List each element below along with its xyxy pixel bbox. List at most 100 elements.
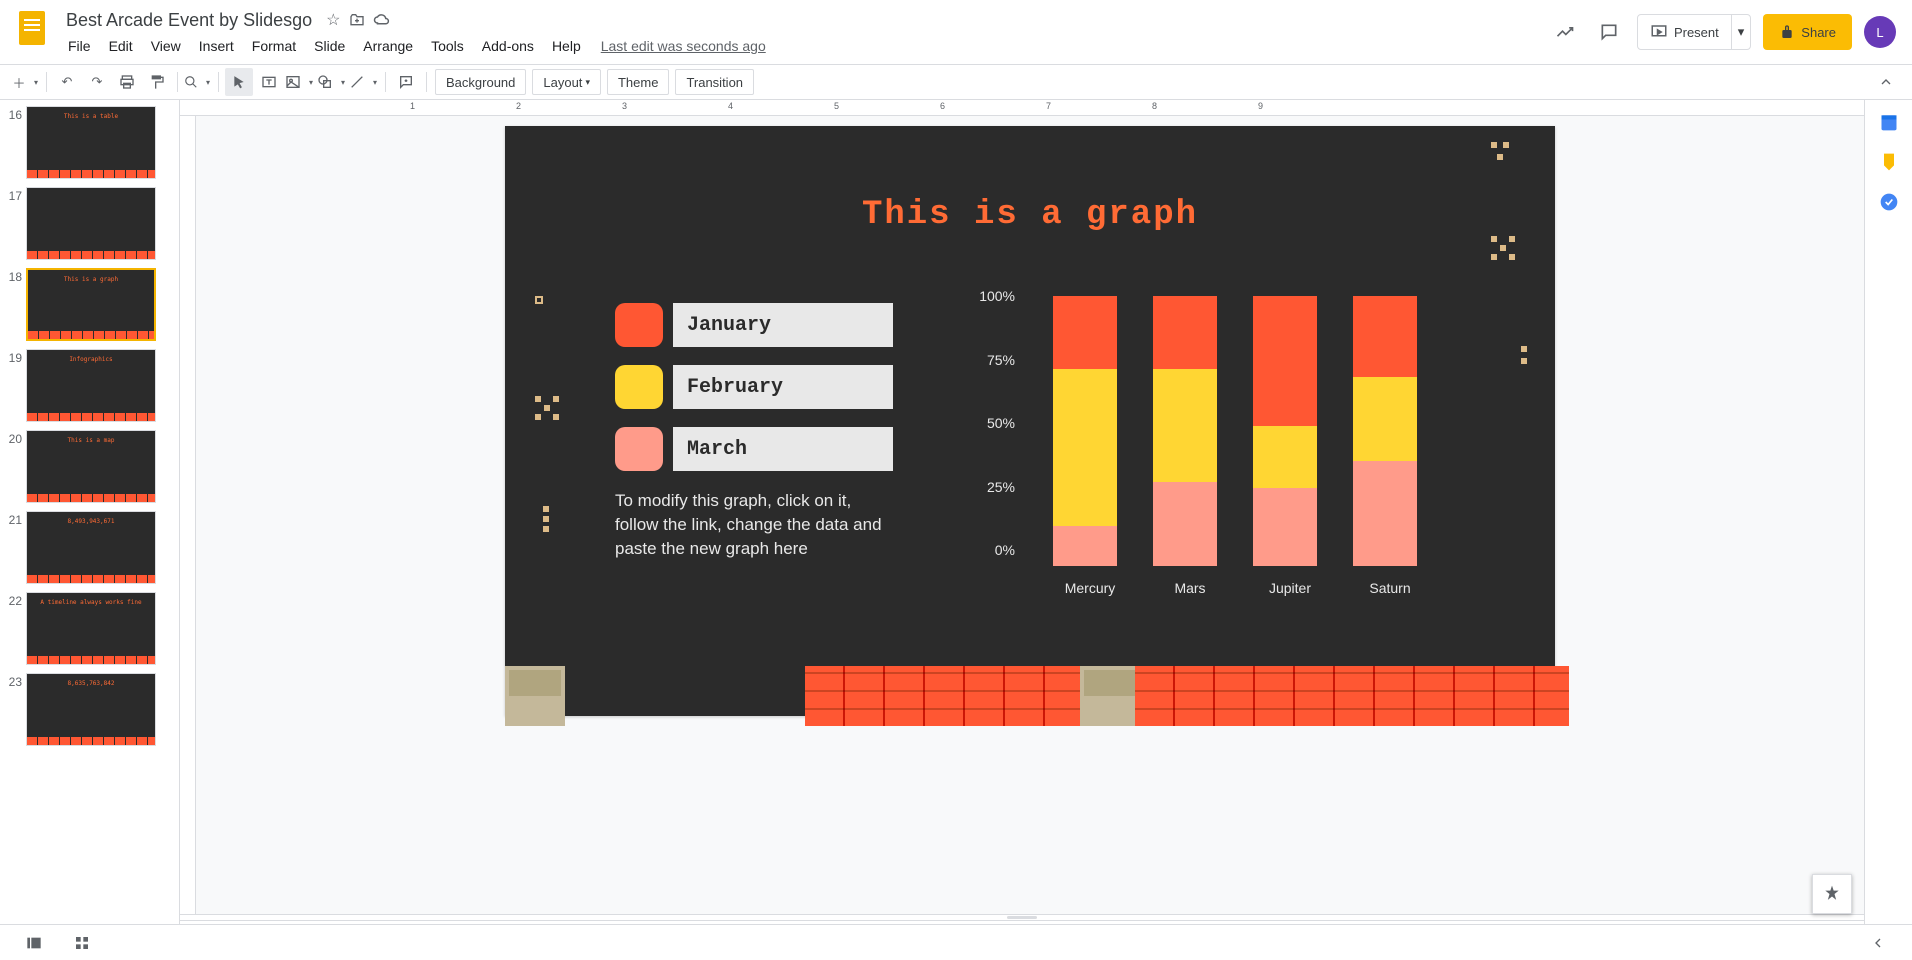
menu-format[interactable]: Format <box>244 34 304 58</box>
present-label: Present <box>1674 25 1719 40</box>
menu-addons[interactable]: Add-ons <box>474 34 542 58</box>
pixel-icon <box>1491 236 1515 260</box>
y-axis-label: 25% <box>955 479 1015 495</box>
tasks-icon[interactable] <box>1879 192 1899 212</box>
thumb-preview[interactable]: This is a map <box>26 430 156 503</box>
stone-block <box>505 666 565 726</box>
menu-help[interactable]: Help <box>544 34 589 58</box>
ruler-horizontal: 123456789 <box>180 100 1864 116</box>
menu-edit[interactable]: Edit <box>101 34 141 58</box>
avatar[interactable]: L <box>1864 16 1896 48</box>
y-axis-label: 0% <box>955 542 1015 558</box>
move-icon[interactable] <box>349 12 365 28</box>
toolbar: ＋ ↶ ↷ Background Layout Theme Transition <box>0 64 1912 100</box>
hide-menus-button[interactable] <box>1872 68 1900 96</box>
bar <box>1053 296 1117 566</box>
thumb-preview[interactable] <box>26 187 156 260</box>
menu-file[interactable]: File <box>60 34 99 58</box>
slide-number: 16 <box>4 106 22 179</box>
menu-arrange[interactable]: Arrange <box>355 34 421 58</box>
present-main[interactable]: Present <box>1638 15 1731 49</box>
filmstrip-view-icon[interactable] <box>20 929 48 957</box>
layout-button[interactable]: Layout <box>532 69 601 95</box>
cloud-status-icon[interactable] <box>373 11 391 29</box>
y-axis-label: 75% <box>955 352 1015 368</box>
menu-view[interactable]: View <box>143 34 189 58</box>
undo-button[interactable]: ↶ <box>53 68 81 96</box>
zoom-button[interactable] <box>184 68 212 96</box>
bar-segment <box>1053 369 1117 526</box>
side-panel <box>1864 100 1912 960</box>
bar-segment <box>1353 296 1417 377</box>
background-button[interactable]: Background <box>435 69 526 95</box>
redo-button[interactable]: ↷ <box>83 68 111 96</box>
header: Best Arcade Event by Slidesgo ☆ File Edi… <box>0 0 1912 64</box>
thumb-preview[interactable]: This is a table <box>26 106 156 179</box>
comments-icon[interactable] <box>1593 16 1625 48</box>
menu-tools[interactable]: Tools <box>423 34 472 58</box>
thumb-preview[interactable]: 8,493,943,671 <box>26 511 156 584</box>
doc-title[interactable]: Best Arcade Event by Slidesgo <box>60 8 318 33</box>
grid-view-icon[interactable] <box>68 929 96 957</box>
slide-thumbnail[interactable]: 238,635,763,842 <box>0 671 179 752</box>
slide-thumbnail[interactable]: 19Infographics <box>0 347 179 428</box>
comment-tool[interactable] <box>392 68 420 96</box>
present-dropdown[interactable]: ▾ <box>1731 15 1751 49</box>
slide-thumbnail[interactable]: 218,493,943,671 <box>0 509 179 590</box>
slide-thumbnail[interactable]: 20This is a map <box>0 428 179 509</box>
calendar-icon[interactable] <box>1879 112 1899 132</box>
filmstrip[interactable]: 16This is a table1718This is a graph19In… <box>0 100 180 960</box>
thumb-preview[interactable]: This is a graph <box>26 268 156 341</box>
legend-label: March <box>673 427 893 471</box>
slide-thumbnail[interactable]: 17 <box>0 185 179 266</box>
thumb-preview[interactable]: A timeline always works fine <box>26 592 156 665</box>
shape-tool[interactable] <box>317 68 347 96</box>
print-button[interactable] <box>113 68 141 96</box>
x-axis-label: Mercury <box>1050 580 1130 596</box>
edit-status[interactable]: Last edit was seconds ago <box>601 34 766 58</box>
select-tool[interactable] <box>225 68 253 96</box>
slide-canvas[interactable]: This is a graph JanuaryFebruaryMarchTo m… <box>505 126 1555 716</box>
canvas-scroll[interactable]: This is a graph JanuaryFebruaryMarchTo m… <box>196 116 1864 914</box>
thumb-preview[interactable]: Infographics <box>26 349 156 422</box>
image-tool[interactable] <box>285 68 315 96</box>
bar-segment <box>1153 296 1217 369</box>
chart[interactable]: 0%25%50%75%100%MercuryMarsJupiterSaturn <box>955 296 1435 596</box>
pixel-icon <box>535 396 559 420</box>
activity-icon[interactable] <box>1549 16 1581 48</box>
legend-label: January <box>673 303 893 347</box>
brick-row <box>805 666 1085 726</box>
menu-slide[interactable]: Slide <box>306 34 353 58</box>
legend-row: March <box>615 427 895 471</box>
paint-format-button[interactable] <box>143 68 171 96</box>
star-icon[interactable]: ☆ <box>326 10 340 30</box>
x-axis-label: Mars <box>1150 580 1230 596</box>
line-tool[interactable] <box>349 68 379 96</box>
theme-button[interactable]: Theme <box>607 69 669 95</box>
share-button[interactable]: Share <box>1763 14 1852 50</box>
menu-insert[interactable]: Insert <box>191 34 242 58</box>
explore-button[interactable] <box>1812 874 1852 914</box>
slide-thumbnail[interactable]: 22A timeline always works fine <box>0 590 179 671</box>
keep-icon[interactable] <box>1879 152 1899 172</box>
bar <box>1253 296 1317 566</box>
slide-thumbnail[interactable]: 18This is a graph <box>0 266 179 347</box>
slide-thumbnail[interactable]: 16This is a table <box>0 104 179 185</box>
thumb-preview[interactable]: 8,635,763,842 <box>26 673 156 746</box>
y-axis-label: 50% <box>955 415 1015 431</box>
new-slide-button[interactable]: ＋ <box>12 68 40 96</box>
slides-logo[interactable] <box>12 8 52 48</box>
bar-segment <box>1253 296 1317 426</box>
pixel-icon <box>543 506 567 530</box>
textbox-tool[interactable] <box>255 68 283 96</box>
bar-segment <box>1153 482 1217 566</box>
main: 16This is a table1718This is a graph19In… <box>0 100 1912 960</box>
slide-number: 21 <box>4 511 22 584</box>
expand-side-icon[interactable] <box>1864 929 1892 957</box>
slide-number: 17 <box>4 187 22 260</box>
transition-button[interactable]: Transition <box>675 69 754 95</box>
share-label: Share <box>1801 25 1836 40</box>
legend-label: February <box>673 365 893 409</box>
pixel-icon <box>535 296 559 320</box>
bar-segment <box>1353 377 1417 461</box>
